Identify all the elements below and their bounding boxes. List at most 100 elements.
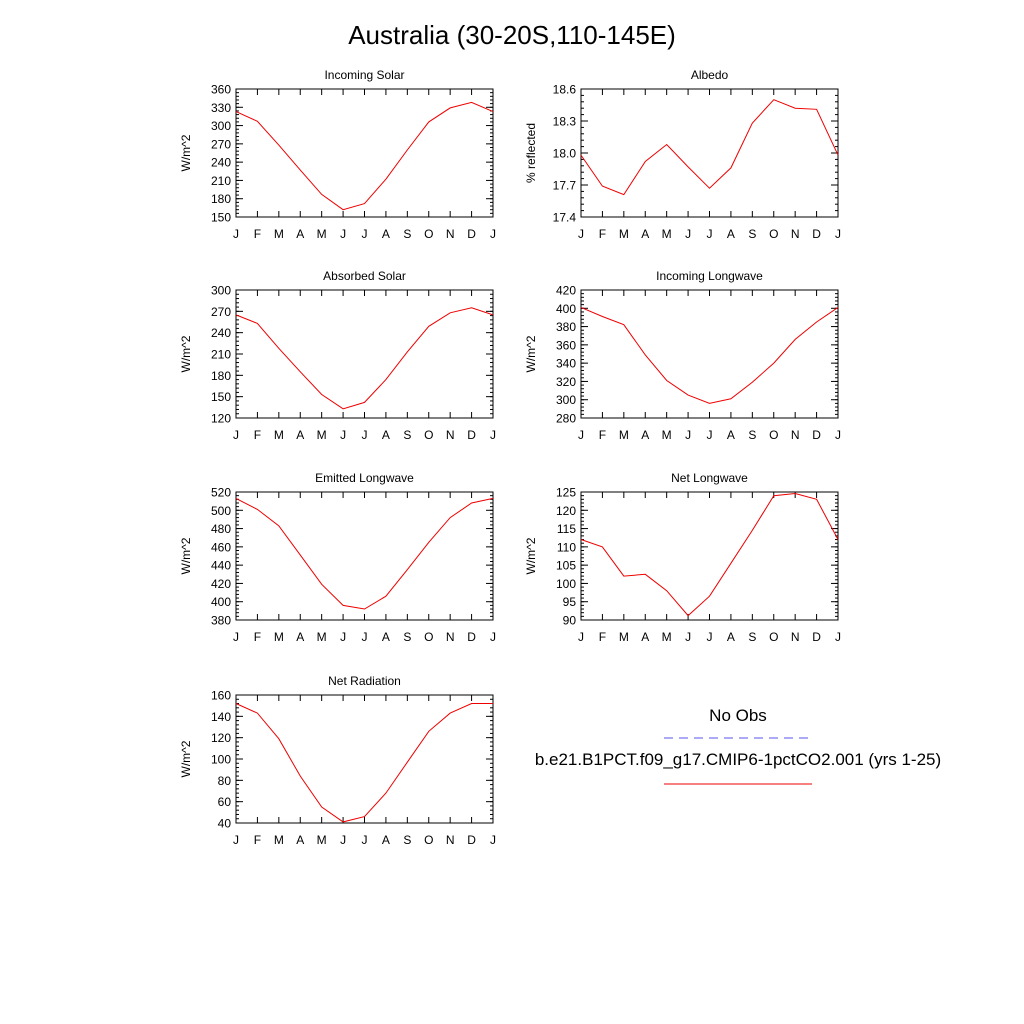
y-tick-label: 400 [556, 302, 576, 316]
plot-frame [580, 491, 839, 621]
x-tick-label: J [362, 227, 368, 241]
x-tick-label: O [424, 833, 433, 847]
x-tick-label: A [727, 428, 735, 442]
y-tick-label: 280 [556, 412, 576, 426]
x-tick-label: O [424, 630, 433, 644]
x-tick-label: J [233, 227, 239, 241]
y-tick-label: 17.4 [553, 211, 577, 225]
panel-title: Net Longwave [671, 471, 748, 485]
y-tick-label: 160 [211, 689, 231, 703]
plot-frame [580, 289, 839, 419]
y-tick-label: 360 [211, 83, 231, 97]
y-tick-label: 400 [211, 595, 231, 609]
y-axis-label: W/m^2 [179, 740, 193, 777]
x-tick-label: M [619, 428, 629, 442]
y-tick-label: 420 [556, 284, 576, 298]
x-tick-label: M [619, 630, 629, 644]
y-tick-label: 60 [218, 795, 232, 809]
panel-4: J F M A M J J A S O N D J280300320340360380400420Inc… [524, 269, 841, 442]
x-tick-label: A [641, 227, 649, 241]
y-tick-label: 500 [211, 504, 231, 518]
x-tick-label: N [791, 630, 800, 644]
x-tick-label: D [812, 630, 821, 644]
y-tick-label: 240 [211, 326, 231, 340]
x-tick-label: S [403, 428, 411, 442]
x-tick-label: N [446, 428, 455, 442]
x-tick-label: D [467, 428, 476, 442]
x-tick-label: J [490, 227, 496, 241]
panel-title: Net Radiation [328, 674, 401, 688]
y-tick-label: 180 [211, 192, 231, 206]
y-tick-label: 380 [211, 614, 231, 628]
y-tick-label: 80 [218, 774, 232, 788]
x-tick-label: F [599, 630, 606, 644]
y-tick-label: 270 [211, 137, 231, 151]
x-tick-label: M [317, 428, 327, 442]
legend-case-label: b.e21.B1PCT.f09_g17.CMIP6-1pctCO2.001 (y… [534, 750, 942, 769]
y-tick-label: 460 [211, 540, 231, 554]
x-tick-label: J [835, 630, 841, 644]
y-tick-label: 180 [211, 369, 231, 383]
plot-frame [235, 289, 494, 419]
panel-5: J F M A M J J A S O N D J380400420440460480500520Emi… [179, 471, 496, 644]
y-axis-label: W/m^2 [179, 537, 193, 574]
x-tick-label: N [446, 630, 455, 644]
series-line [235, 703, 493, 823]
x-tick-label: M [317, 833, 327, 847]
x-tick-label: J [685, 428, 691, 442]
x-tick-label: D [467, 227, 476, 241]
x-tick-label: J [707, 630, 713, 644]
y-axis-label: W/m^2 [179, 335, 193, 372]
x-tick-label: J [707, 227, 713, 241]
x-tick-label: M [317, 227, 327, 241]
x-tick-label: J [835, 428, 841, 442]
plot-frame [235, 694, 494, 824]
x-tick-label: J [340, 630, 346, 644]
x-tick-label: M [619, 227, 629, 241]
x-tick-label: S [748, 630, 756, 644]
panel-3: J F M A M J J A S O N D J120150180210240270300Absorb… [179, 269, 496, 442]
x-tick-label: M [662, 428, 672, 442]
y-tick-label: 125 [556, 486, 576, 500]
series-line [580, 306, 839, 404]
y-tick-label: 120 [211, 412, 231, 426]
y-tick-label: 210 [211, 348, 231, 362]
y-tick-label: 320 [556, 375, 576, 389]
figure-title: Australia (30-20S,110-145E) [348, 20, 676, 50]
y-tick-label: 140 [211, 710, 231, 724]
x-tick-label: S [403, 227, 411, 241]
plot-frame [235, 88, 494, 218]
y-tick-label: 100 [556, 577, 576, 591]
x-tick-label: A [727, 227, 735, 241]
y-tick-label: 40 [218, 817, 232, 831]
x-tick-label: M [274, 833, 284, 847]
x-tick-label: J [340, 833, 346, 847]
x-tick-label: J [490, 428, 496, 442]
x-tick-label: A [296, 428, 304, 442]
x-tick-label: O [769, 227, 778, 241]
y-tick-label: 90 [563, 614, 577, 628]
x-tick-label: J [340, 227, 346, 241]
x-tick-label: A [382, 428, 390, 442]
x-tick-label: J [362, 833, 368, 847]
x-tick-label: A [641, 428, 649, 442]
x-tick-label: J [578, 227, 584, 241]
x-tick-label: S [403, 630, 411, 644]
y-tick-label: 150 [211, 211, 231, 225]
y-tick-label: 18.6 [553, 83, 577, 97]
series-line [580, 492, 839, 617]
legend-obs-line [664, 737, 814, 739]
y-tick-label: 115 [557, 522, 576, 536]
x-tick-label: A [296, 630, 304, 644]
x-tick-label: N [791, 428, 800, 442]
y-tick-label: 300 [211, 284, 231, 298]
y-tick-label: 300 [556, 393, 576, 407]
x-tick-label: D [812, 227, 821, 241]
y-tick-label: 18.0 [553, 147, 577, 161]
panel-title: Incoming Longwave [656, 269, 763, 283]
panel-2: J F M A M J J A S O N D J17.417.718.018.318.6Albedo%… [524, 68, 841, 241]
x-tick-label: J [685, 630, 691, 644]
